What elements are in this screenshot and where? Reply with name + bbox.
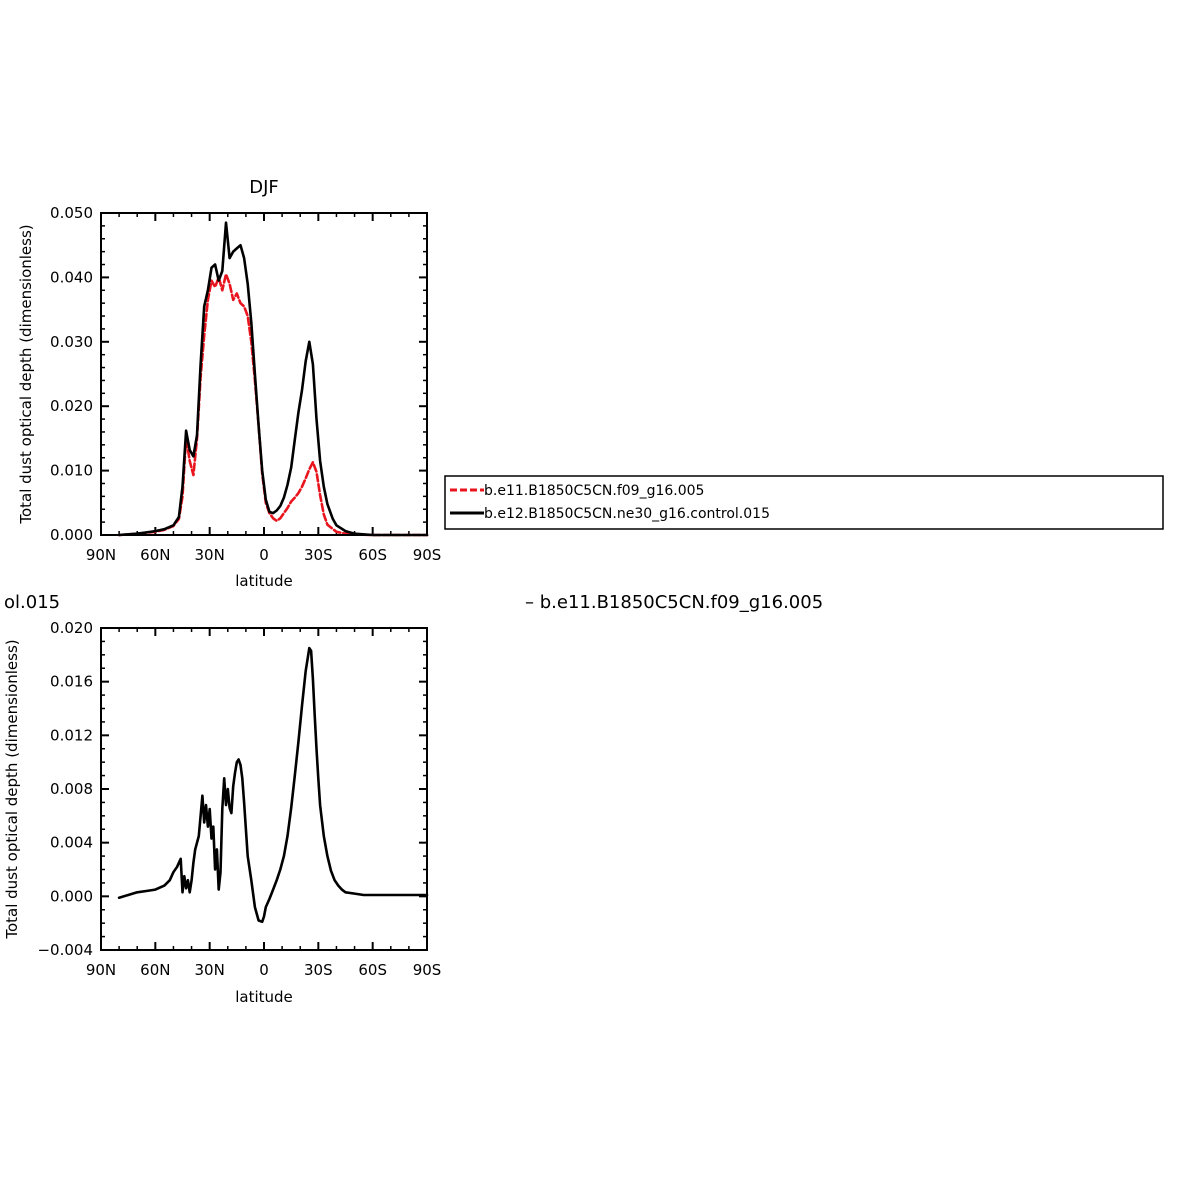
legend-label-model-b: b.e12.B1850C5CN.ne30_g16.control.015 <box>484 506 770 522</box>
y-tick-label: 0.020 <box>50 619 93 637</box>
y-tick-label: 0.050 <box>50 204 93 222</box>
y-tick-label: 0.000 <box>50 887 93 905</box>
top-chart-title: DJF <box>249 177 279 198</box>
top-plot-frame <box>100 212 428 536</box>
x-tick-label: 30N <box>195 961 225 979</box>
x-tick-label: 90N <box>86 961 116 979</box>
x-tick-label: 60S <box>358 546 387 564</box>
y-tick-label: −0.004 <box>37 941 93 959</box>
bottom-series-group <box>117 646 429 924</box>
top-x-axis-label: latitude <box>235 572 293 590</box>
top-y-tick-labels: 0.000 0.010 0.020 0.030 0.040 0.050 <box>50 204 93 544</box>
y-tick-label: 0.020 <box>50 397 93 415</box>
x-tick-label: 90S <box>413 961 442 979</box>
series-line-1 <box>117 272 429 537</box>
x-tick-label: 30N <box>195 546 225 564</box>
overflow-title-left: ol.015 <box>4 592 60 613</box>
top-y-axis-label: Total dust optical depth (dimensionless) <box>17 224 35 524</box>
y-tick-label: 0.004 <box>50 834 93 852</box>
x-tick-label: 60N <box>140 961 170 979</box>
bottom-ticks <box>100 627 428 951</box>
top-x-tick-labels: 90N 60N 30N 0 30S 60S 90S <box>86 546 441 564</box>
x-tick-label: 90S <box>413 546 442 564</box>
y-tick-label: 0.010 <box>50 462 93 480</box>
bottom-x-tick-labels: 90N 60N 30N 0 30S 60S 90S <box>86 961 441 979</box>
x-tick-label: 90N <box>86 546 116 564</box>
y-tick-label: 0.000 <box>50 526 93 544</box>
x-tick-label: 60S <box>358 961 387 979</box>
legend: b.e11.B1850C5CN.f09_g16.005 b.e12.B1850C… <box>444 475 1164 530</box>
legend-label-model-a: b.e11.B1850C5CN.f09_g16.005 <box>484 483 704 499</box>
top-panel: DJF 0.000 0.010 0.020 0.030 0.040 0.050 90N 60… <box>17 177 441 590</box>
x-tick-label: 30S <box>304 546 333 564</box>
y-tick-label: 0.040 <box>50 268 93 286</box>
top-series-group <box>117 221 429 537</box>
bottom-x-axis-label: latitude <box>235 988 293 1006</box>
y-tick-label: 0.008 <box>50 780 93 798</box>
bottom-plot-frame <box>100 627 428 951</box>
x-tick-label: 30S <box>304 961 333 979</box>
bottom-y-tick-labels: −0.004 0.000 0.004 0.008 0.012 0.016 0.020 <box>37 619 93 959</box>
overflow-title-right: – b.e11.B1850C5CN.f09_g16.005 <box>525 592 823 613</box>
x-tick-label: 0 <box>259 961 269 979</box>
series-line-2 <box>117 221 429 537</box>
x-tick-label: 60N <box>140 546 170 564</box>
bottom-panel: −0.004 0.000 0.004 0.008 0.012 0.016 0.020 90N… <box>3 619 441 1006</box>
x-tick-label: 0 <box>259 546 269 564</box>
y-tick-label: 0.012 <box>50 726 93 744</box>
bottom-y-axis-label: Total dust optical depth (dimensionless) <box>3 639 21 939</box>
y-tick-label: 0.030 <box>50 333 93 351</box>
y-tick-label: 0.016 <box>50 673 93 691</box>
legend-box <box>444 475 1164 530</box>
series-line-1 <box>117 646 429 924</box>
